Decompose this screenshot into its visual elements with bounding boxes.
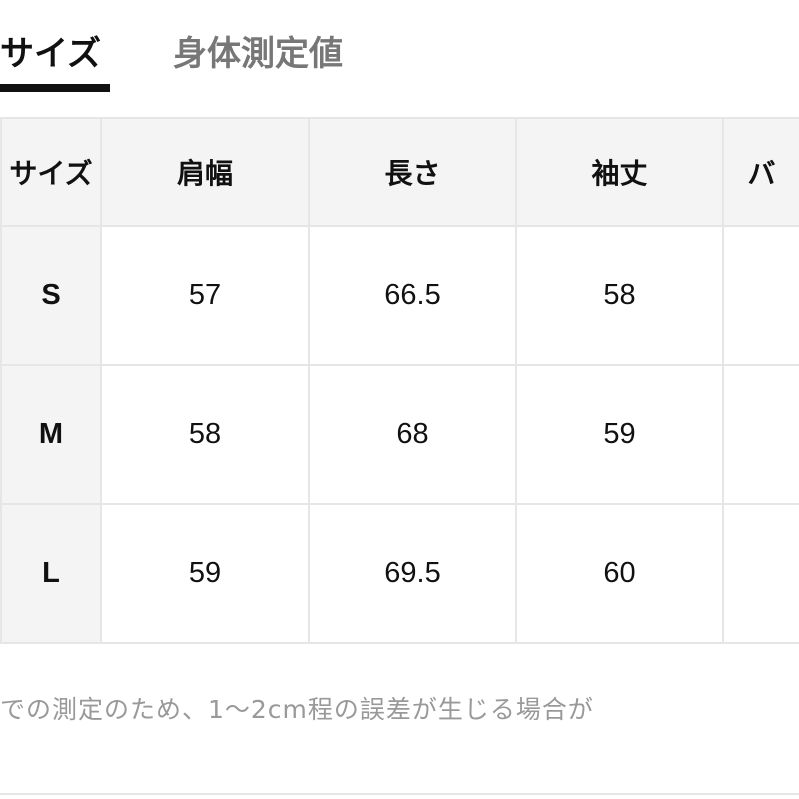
header-length: 長さ <box>308 117 517 227</box>
shoulder-cell: 59 <box>100 503 310 644</box>
size-cell: M <box>0 364 102 505</box>
sleeve-cell: 59 <box>515 364 724 505</box>
tab-body-measurements[interactable]: 身体測定値 <box>173 34 343 74</box>
tab-size[interactable]: サイズ <box>0 34 101 74</box>
sleeve-cell: 60 <box>515 503 724 644</box>
bust-cell <box>722 503 799 644</box>
size-table: サイズ 肩幅 長さ 袖丈 バ S 57 66.5 58 M 58 68 59 L… <box>0 117 799 644</box>
header-size: サイズ <box>0 117 102 227</box>
table-row: M 58 68 59 <box>0 364 799 505</box>
bust-cell <box>722 364 799 505</box>
size-cell: S <box>0 225 102 366</box>
length-cell: 66.5 <box>308 225 517 366</box>
length-cell: 68 <box>308 364 517 505</box>
table-header-row: サイズ 肩幅 長さ 袖丈 バ <box>0 117 799 227</box>
bust-cell <box>722 225 799 366</box>
shoulder-cell: 58 <box>100 364 310 505</box>
table-row: L 59 69.5 60 <box>0 503 799 644</box>
shoulder-cell: 57 <box>100 225 310 366</box>
table-row: S 57 66.5 58 <box>0 225 799 366</box>
active-tab-indicator <box>0 84 110 92</box>
header-sleeve: 袖丈 <box>515 117 724 227</box>
divider <box>0 793 799 795</box>
header-shoulder: 肩幅 <box>100 117 310 227</box>
measurement-note: での測定のため、1〜2cm程の誤差が生じる場合が <box>0 695 594 724</box>
header-bust: バ <box>722 117 799 227</box>
length-cell: 69.5 <box>308 503 517 644</box>
sleeve-cell: 58 <box>515 225 724 366</box>
size-cell: L <box>0 503 102 644</box>
